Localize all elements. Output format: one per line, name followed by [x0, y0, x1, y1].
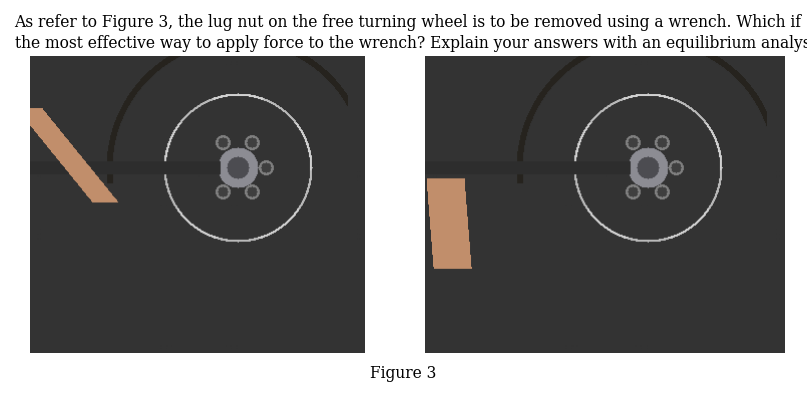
Text: the most effective way to apply force to the wrench? Explain your answers with a: the most effective way to apply force to…	[15, 35, 807, 52]
Text: As refer to Figure 3, the lug nut on the free turning wheel is to be removed usi: As refer to Figure 3, the lug nut on the…	[15, 14, 801, 31]
Text: Figure 3: Figure 3	[370, 365, 437, 382]
